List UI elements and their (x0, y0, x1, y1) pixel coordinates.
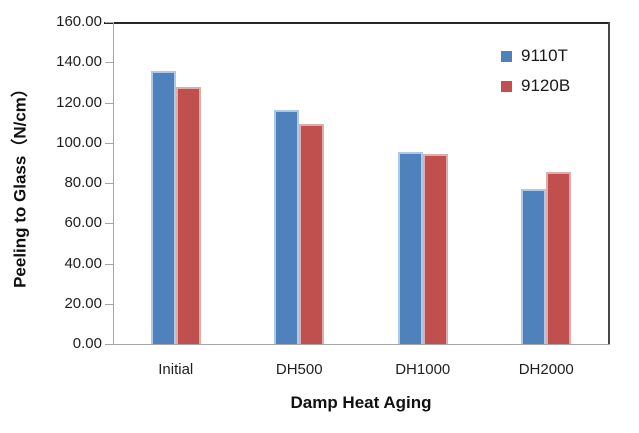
x-axis-label-dh1000: DH1000 (395, 361, 451, 378)
legend-label-9120B: 9120B (521, 76, 571, 95)
y-tick-mark (105, 223, 113, 225)
y-tick-label: 120.00 (56, 93, 102, 111)
legend-swatch-9110T (501, 50, 512, 62)
category-group-dh1000 (361, 24, 485, 344)
y-tick-label: 20.00 (64, 294, 102, 312)
y-tick-mark (105, 303, 113, 305)
legend: 9110T 9120B (501, 46, 571, 95)
x-axis-label-dh500: DH500 (275, 361, 323, 378)
category-group-initial (114, 24, 238, 344)
y-tick-label: 100.00 (56, 133, 102, 151)
legend-item-9110T: 9110T (501, 46, 570, 65)
plot-top-border (104, 22, 610, 24)
x-axis-label-dh2000: DH2000 (518, 361, 574, 378)
bar-9110T-dh2000 (521, 189, 547, 344)
x-axis-label-initial: Initial (158, 361, 194, 378)
y-tick-label: 60.00 (64, 214, 102, 232)
category-group-dh500 (238, 24, 362, 344)
x-axis-title: Damp Heat Aging (290, 393, 432, 412)
bar-9120B-dh1000 (422, 154, 448, 344)
bar-9120B-dh500 (299, 124, 325, 344)
y-tick-label: 40.00 (64, 254, 102, 272)
x-axis-line (113, 344, 610, 345)
y-tick-mark (105, 62, 113, 64)
category-group-dh2000 (485, 24, 609, 344)
legend-swatch-9120B (501, 80, 512, 92)
bar-9110T-initial (150, 70, 176, 344)
y-tick-label: 160.00 (56, 13, 102, 30)
plot-right-border (608, 22, 610, 345)
y-tick-mark (105, 102, 113, 104)
y-tick-label: 80.00 (64, 174, 102, 191)
y-tick-mark (105, 344, 113, 345)
x-axis-labels: Initial DH500 DH1000 DH2000 (114, 361, 608, 378)
y-tick-mark (105, 183, 113, 184)
bar-9110T-dh1000 (397, 152, 423, 344)
y-axis-title: Peeling to Glass（N/cm） (10, 80, 30, 288)
plot-area (114, 24, 608, 344)
bar-9110T-dh500 (274, 110, 300, 344)
y-axis-line (113, 22, 114, 345)
y-tick-mark (105, 263, 113, 265)
legend-label-9110T: 9110T (521, 46, 568, 65)
y-tick-label: 0.00 (72, 335, 102, 352)
y-tick-mark (105, 142, 113, 144)
legend-item-9120B: 9120B (501, 76, 571, 95)
y-tick-label: 140.00 (56, 53, 102, 71)
y-tick-mark (105, 22, 113, 23)
bar-9120B-initial (175, 86, 201, 344)
bar-9120B-dh2000 (546, 172, 572, 344)
